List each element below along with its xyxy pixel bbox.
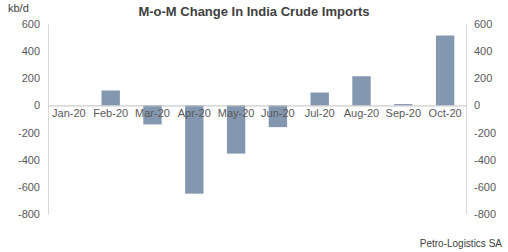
source: Petro-Logistics SA [420,238,503,249]
tick-label: 400 [22,45,40,57]
tick: 200 [22,72,48,84]
plot: -800 -600 -400 -200 0 200 400 600 -800 -600 -400 -2… [18,18,496,220]
tick: -600 [18,181,48,193]
tick: Oct-20 [429,105,462,119]
tick-label: Oct-20 [429,107,462,119]
tick-label: May-20 [218,107,255,119]
tick-label: -400 [474,154,496,166]
tick-label: Sep-20 [386,107,421,119]
tick: 400 [22,45,48,57]
tick: Feb-20 [93,105,128,119]
tick-label: Jul-20 [305,107,335,119]
tick: Mar-20 [135,105,170,119]
tick-label: Jan-20 [52,107,86,119]
tick: May-20 [218,105,255,119]
tick: Jul-20 [305,105,335,119]
chart: -800 -600 -400 -200 0 200 400 600 -800 -600 -400 -2… [0,0,508,252]
tick: 600 [22,18,48,30]
tick-label: -600 [18,181,40,193]
tick-label: 200 [22,72,40,84]
bars [102,36,455,194]
bar [311,93,329,106]
tick: -800 [18,208,48,220]
bar [394,104,412,105]
bar [102,91,120,106]
bar [436,36,454,106]
tick-label: Feb-20 [93,107,128,119]
tick-label: -600 [474,181,496,193]
title: M-o-M Change In India Crude Imports [138,4,369,19]
axis-line [48,25,49,215]
tick-label: -200 [474,127,496,139]
tick: -600 [466,181,496,193]
tick: 400 [466,45,492,57]
tick: Apr-20 [178,105,211,119]
tick: -200 [466,127,496,139]
tick: 0 [34,99,48,111]
x-axis: Jan-20 Feb-20 Mar-20 Apr-20 May-20 Jun-20 Jul-… [49,105,467,119]
tick-label: 600 [474,18,492,30]
tick-label: 600 [22,18,40,30]
tick-label: 400 [474,45,492,57]
tick-label: -400 [18,154,40,166]
tick: -400 [466,154,496,166]
tick: -200 [18,127,48,139]
tick-label: 200 [474,72,492,84]
y-axis-label: kb/d [8,2,29,14]
tick-label: 0 [474,99,480,111]
tick-label: Aug-20 [344,107,379,119]
tick: 200 [466,72,492,84]
axis-line [466,25,467,215]
tick-label: Mar-20 [135,107,170,119]
tick-label: Apr-20 [178,107,211,119]
tick: Aug-20 [344,105,379,119]
tick: Jun-20 [261,105,295,119]
tick: -400 [18,154,48,166]
tick: 0 [466,99,480,111]
tick-label: 0 [34,99,40,111]
tick-label: -800 [18,208,40,220]
y-axis: -800 -600 -400 -200 0 200 400 600 [18,18,49,220]
bar [352,76,370,105]
tick-label: -800 [474,208,496,220]
tick-label: -200 [18,127,40,139]
y2-axis: -800 -600 -400 -200 0 200 400 600 [466,18,496,220]
tick: -800 [466,208,496,220]
tick-label: Jun-20 [261,107,295,119]
tick: Sep-20 [386,105,421,119]
tick: Jan-20 [52,105,86,119]
tick: 600 [466,18,492,30]
